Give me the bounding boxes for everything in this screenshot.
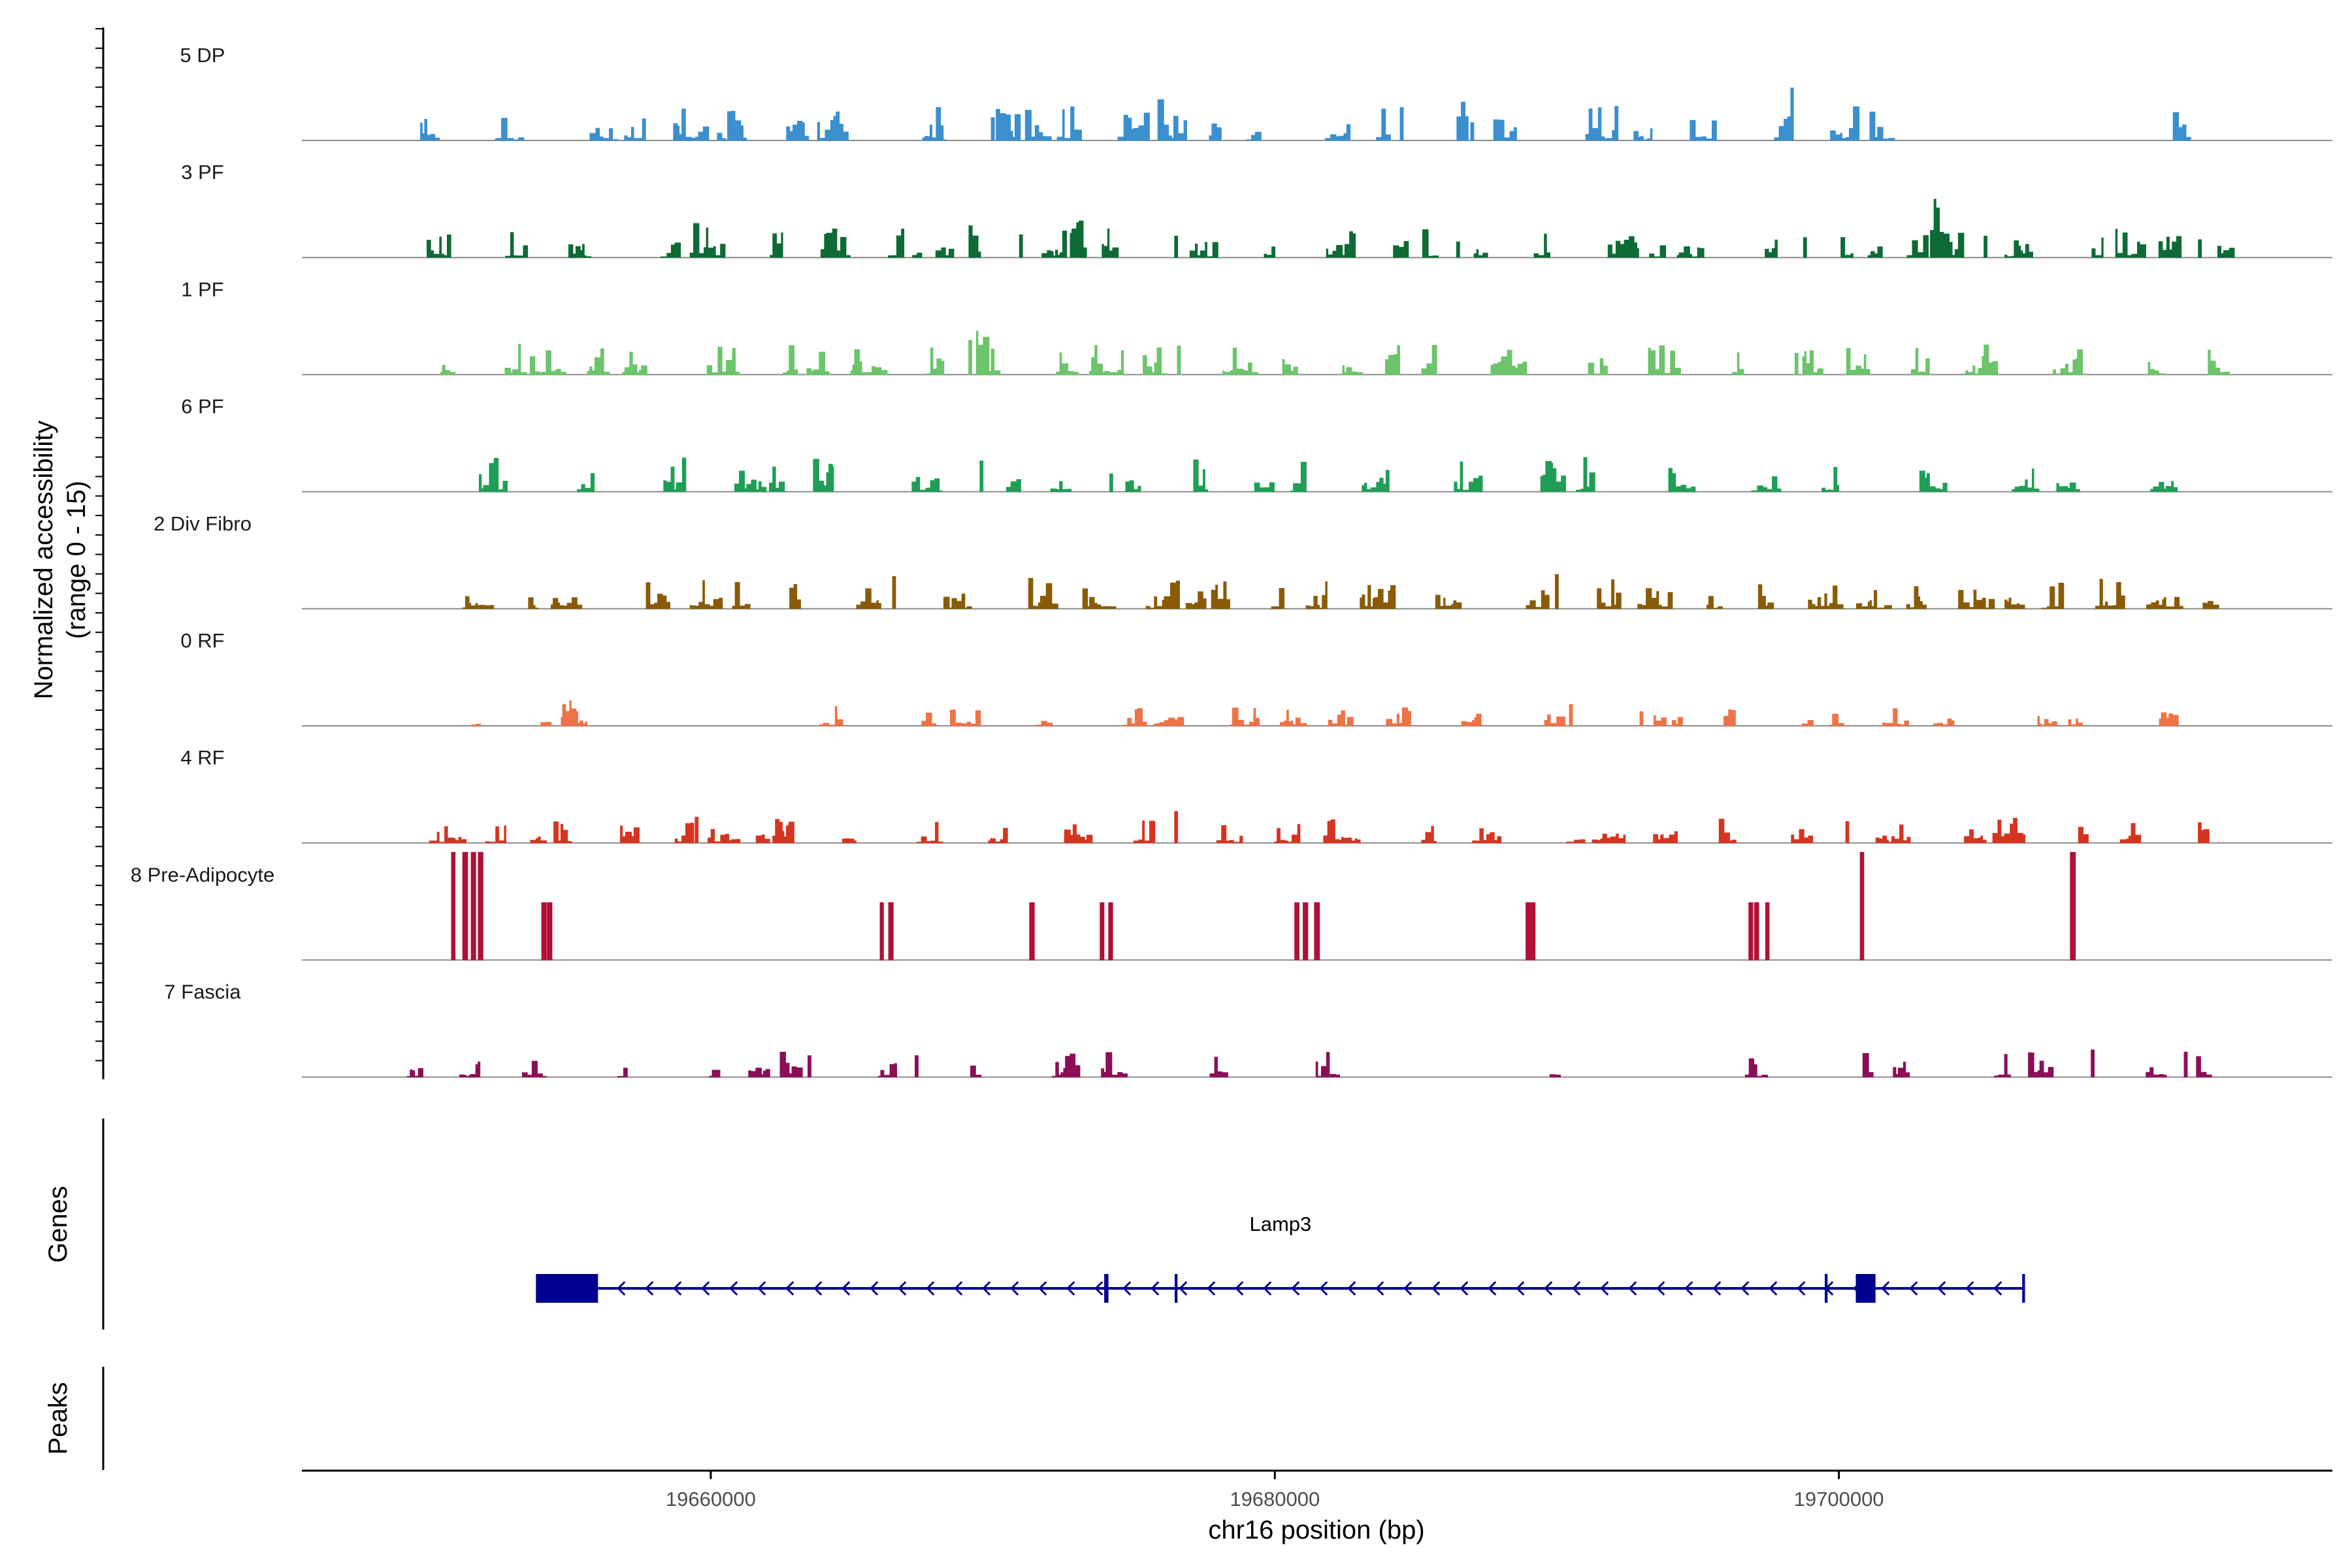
strand-arrow: [1375, 1281, 1384, 1296]
strand-arrow: [1516, 1281, 1525, 1296]
strand-arrow: [1207, 1281, 1216, 1296]
strand-arrow: [1684, 1281, 1693, 1296]
track-coverage-area: [478, 457, 2178, 492]
strand-arrow: [1151, 1281, 1160, 1296]
strand-arrow: [926, 1281, 935, 1296]
track-0-rf: 0 RF: [180, 629, 2332, 727]
x-tick-label: 19700000: [1794, 1488, 1884, 1511]
strand-arrow: [785, 1281, 794, 1296]
track-label: 3 PF: [181, 161, 223, 184]
strand-arrow: [1600, 1281, 1609, 1296]
strand-arrow: [673, 1281, 682, 1296]
track-1-pf: 1 PF: [181, 278, 2332, 376]
track-coverage-area: [427, 199, 2235, 258]
strand-arrow: [1937, 1281, 1946, 1296]
strand-arrow: [841, 1281, 851, 1296]
strand-arrow: [645, 1281, 654, 1296]
strand-arrow: [1712, 1281, 1722, 1296]
track-4-rf: 4 RF: [180, 746, 2332, 844]
strand-arrow: [1797, 1281, 1806, 1296]
strand-arrow: [1572, 1281, 1581, 1296]
track-coverage-area: [429, 811, 2210, 843]
strand-arrow: [982, 1281, 991, 1296]
coverage-tracks: 5 DP 3 PF 1 PF 6 PF 2 Div Fibro 0 RF 4 RF 8 Pre…: [131, 44, 2332, 1078]
strand-arrow: [1488, 1281, 1497, 1296]
track-label: 5 DP: [180, 44, 225, 67]
gene-name-label: Lamp3: [1250, 1213, 1312, 1235]
strand-arrow: [1403, 1281, 1413, 1296]
strand-arrow: [1460, 1281, 1469, 1296]
track-2-div-fibro: 2 Div Fibro: [154, 512, 2332, 610]
peaks-panel-label: Peaks: [44, 1382, 73, 1454]
track-coverage-area: [471, 700, 2179, 727]
strand-arrow: [1122, 1281, 1132, 1296]
gene-exon: [1825, 1274, 1828, 1303]
strand-arrow: [1769, 1281, 1778, 1296]
strand-arrow: [1038, 1281, 1047, 1296]
track-coverage-area: [440, 331, 2230, 375]
y-axis-range-label: (range 0 - 15): [62, 481, 91, 639]
y-axis-title: Normalized accessibility: [29, 421, 58, 700]
x-axis-title: chr16 position (bp): [1208, 1516, 1424, 1544]
track-coverage-area: [462, 574, 2219, 610]
strand-arrow: [954, 1281, 963, 1296]
strand-arrow: [1010, 1281, 1019, 1296]
track-coverage-area: [406, 1049, 2212, 1077]
track-label: 4 RF: [180, 746, 224, 769]
strand-arrow: [1347, 1281, 1356, 1296]
track-label: 8 Pre-Adipocyte: [131, 863, 275, 886]
strand-arrow: [870, 1281, 879, 1296]
x-tick-label: 19660000: [666, 1488, 756, 1511]
track-7-fascia: 7 Fascia: [164, 981, 2332, 1078]
strand-arrow: [898, 1281, 907, 1296]
track-label: 6 PF: [181, 395, 223, 418]
strand-arrow: [729, 1281, 738, 1296]
track-label: 0 RF: [180, 629, 224, 652]
track-label: 1 PF: [181, 278, 223, 301]
strand-arrow: [1094, 1281, 1103, 1296]
gene-exon: [2022, 1274, 2025, 1303]
strand-arrow: [1235, 1281, 1244, 1296]
gene-exon: [1855, 1274, 1876, 1303]
coverage-y-axis: [95, 27, 105, 1079]
track-label: 7 Fascia: [164, 981, 241, 1004]
strand-arrow: [1179, 1281, 1188, 1296]
x-tick-label: 19680000: [1230, 1488, 1320, 1511]
genes-panel: Genes Lamp3: [44, 1119, 2025, 1330]
gene-model-lamp3: Lamp3: [536, 1213, 2025, 1303]
track-label: 2 Div Fibro: [154, 512, 252, 535]
track-3-pf: 3 PF: [181, 161, 2332, 259]
strand-arrow: [1291, 1281, 1300, 1296]
x-axis: 19660000 19680000 19700000: [302, 1469, 2332, 1511]
strand-arrow: [813, 1281, 823, 1296]
strand-arrow: [1066, 1281, 1075, 1296]
genes-panel-label: Genes: [44, 1186, 73, 1263]
gene-exon: [1175, 1274, 1178, 1303]
strand-arrow: [1544, 1281, 1553, 1296]
strand-arrow: [617, 1281, 626, 1296]
strand-arrow: [1628, 1281, 1637, 1296]
strand-arrow: [1431, 1281, 1441, 1296]
strand-arrow: [1656, 1281, 1665, 1296]
peaks-panel: Peaks: [44, 1367, 105, 1470]
strand-arrow: [1881, 1281, 1890, 1296]
strand-arrow: [1993, 1281, 2002, 1296]
strand-arrow: [1740, 1281, 1750, 1296]
strand-arrow: [757, 1281, 766, 1296]
gene-exon: [536, 1274, 598, 1303]
track-8-pre-adipocyte: 8 Pre-Adipocyte: [131, 852, 2332, 961]
strand-arrow: [1909, 1281, 1918, 1296]
track-5-dp: 5 DP: [180, 44, 2332, 141]
track-6-pf: 6 PF: [181, 395, 2332, 493]
gene-exon: [1104, 1274, 1109, 1303]
strand-arrow: [1319, 1281, 1328, 1296]
track-coverage-area: [451, 852, 2076, 960]
strand-arrow: [1965, 1281, 1974, 1296]
strand-arrow: [1263, 1281, 1272, 1296]
strand-arrow: [701, 1281, 710, 1296]
track-coverage-area: [420, 88, 2191, 141]
